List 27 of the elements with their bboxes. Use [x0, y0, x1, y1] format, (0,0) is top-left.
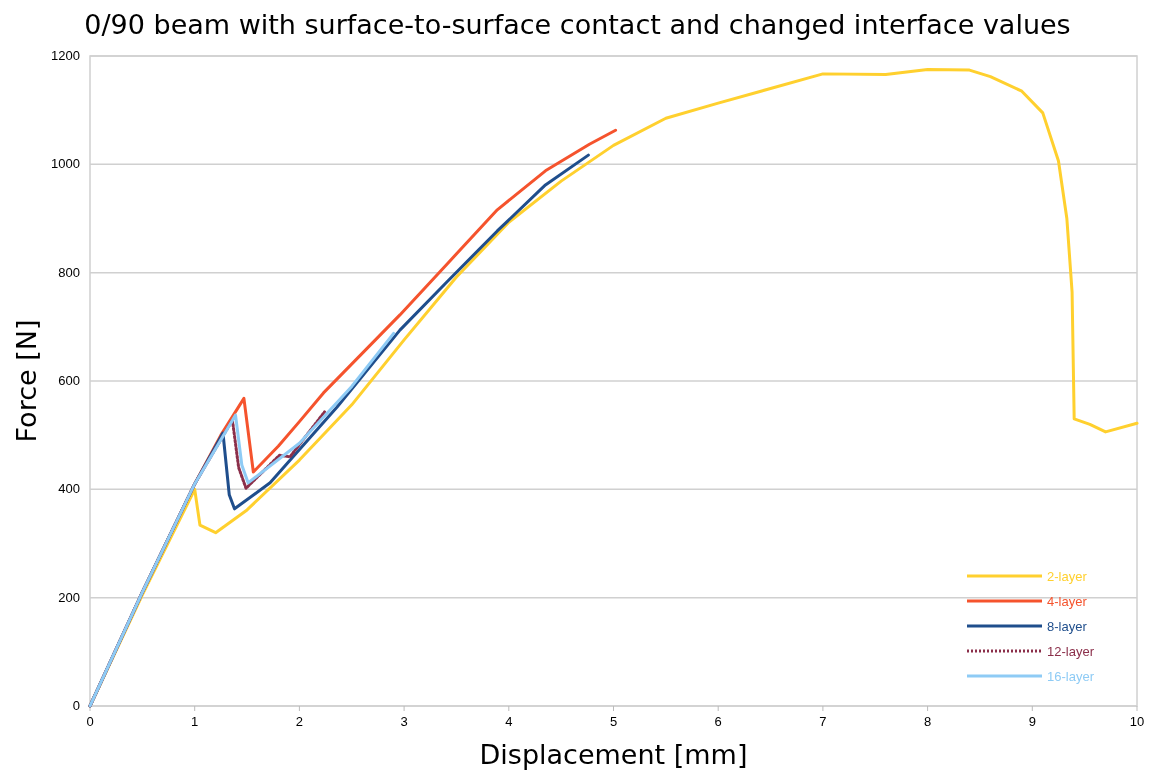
x-tick-label: 0 — [86, 714, 94, 729]
y-tick-label: 1000 — [51, 156, 80, 172]
line-series — [88, 331, 396, 708]
y-tick-label: 600 — [58, 373, 80, 388]
x-axis-title: Displacement [mm] — [479, 739, 748, 770]
y-tick-label: 0 — [72, 698, 80, 713]
x-tick-label: 7 — [819, 714, 827, 729]
y-tick-label: 800 — [58, 264, 80, 280]
text: 12-layer — [1047, 644, 1095, 659]
text: 2-layer — [1047, 569, 1088, 584]
x-tick-label: 3 — [400, 714, 408, 729]
y-tick-label: 1200 — [51, 48, 80, 63]
text: 16-layer — [1047, 669, 1095, 684]
chart-title: 0/90 beam with surface-to-surface contact and changed interface values — [84, 9, 1071, 40]
x-tick-label: 5 — [609, 714, 618, 729]
text: 8-layer — [1047, 619, 1088, 634]
x-tick-label: 6 — [714, 714, 722, 729]
x-tick-label: 1 — [191, 714, 199, 729]
x-tick-label: 2 — [295, 714, 304, 729]
x-tick-label: 8 — [923, 714, 932, 729]
x-tick-label: 4 — [505, 714, 513, 729]
y-tick-label: 400 — [58, 481, 80, 497]
x-tick-label: 10 — [1129, 714, 1145, 729]
text: 4-layer — [1047, 594, 1088, 609]
y-axis-title: Force [N] — [11, 319, 42, 443]
y-tick-label: 200 — [58, 589, 80, 605]
x-tick-label: 9 — [1028, 714, 1036, 729]
